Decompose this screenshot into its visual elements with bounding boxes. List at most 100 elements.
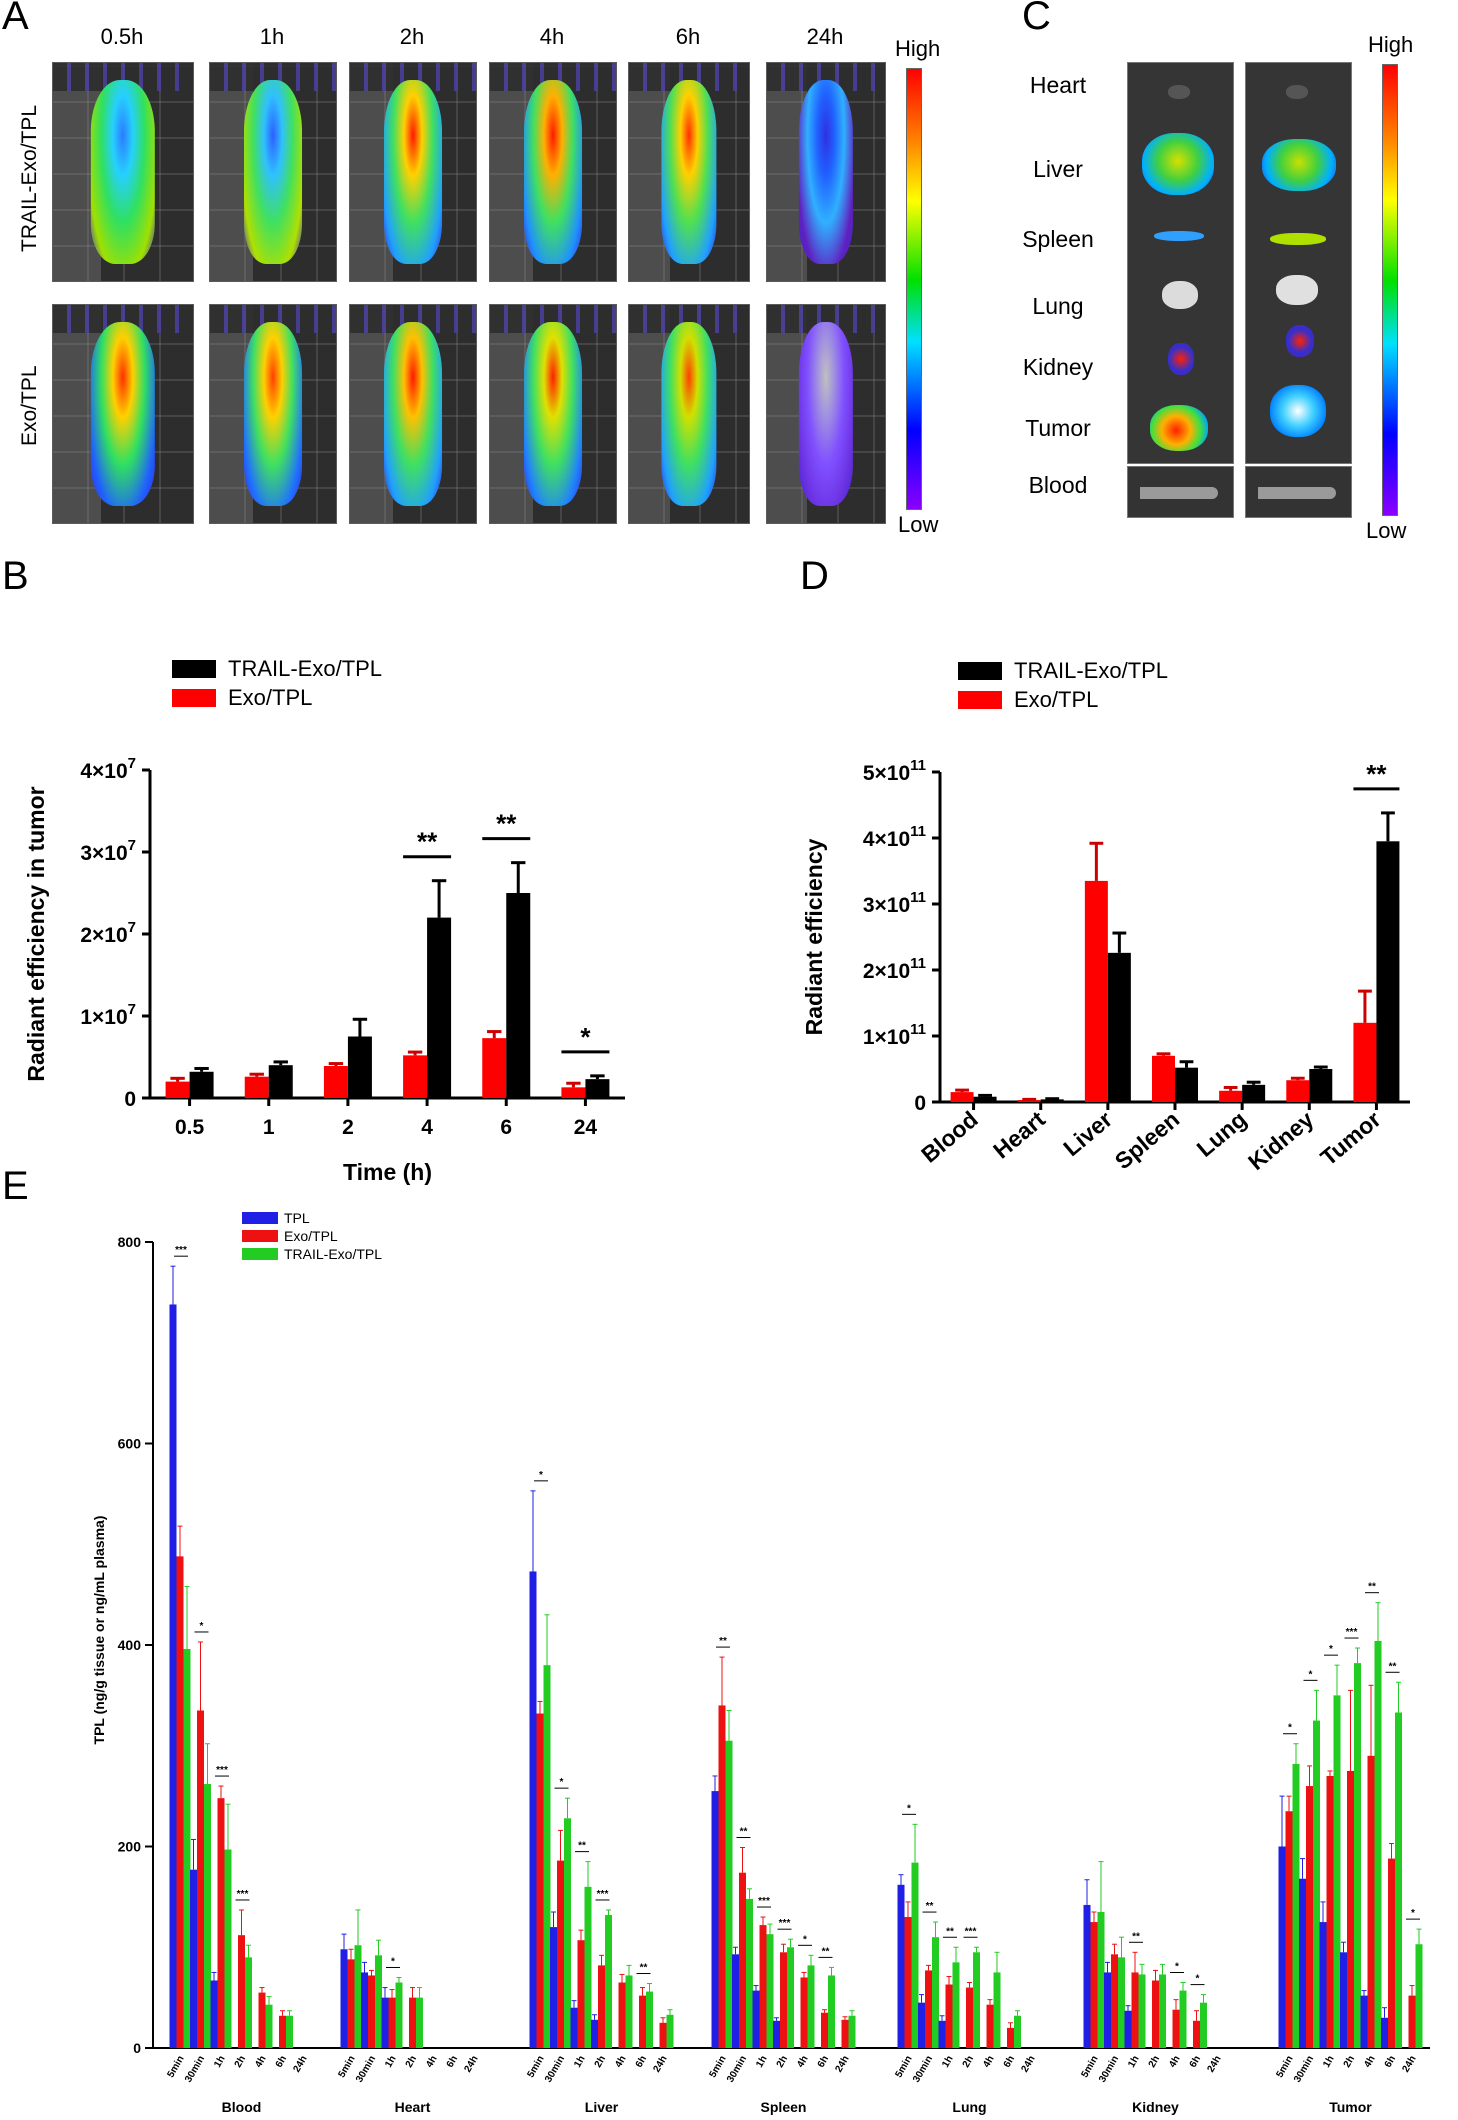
significance-label: ** xyxy=(719,1636,727,1647)
x-tick-label: 6h xyxy=(1188,2054,1203,2070)
significance-label: ** xyxy=(1366,759,1387,789)
significance-label: * xyxy=(1288,1723,1292,1734)
y-tick-label: 3×107 xyxy=(80,837,136,865)
bar xyxy=(1367,1755,1375,2048)
y-tick-label: 1×107 xyxy=(80,1001,136,1029)
bar xyxy=(1090,1922,1098,2048)
x-tick-label: 4h xyxy=(795,2054,810,2070)
mouse-signal xyxy=(524,322,582,506)
x-tick-label: 2h xyxy=(233,2054,248,2070)
significance-label: *** xyxy=(779,1918,791,1929)
organ-lung xyxy=(1276,275,1318,305)
significance-label: ** xyxy=(640,1963,648,1974)
mouse-signal xyxy=(90,80,156,264)
mouse-image-exo xyxy=(766,304,886,524)
x-tick-label: 1h xyxy=(572,2054,587,2070)
x-tick-label: 6h xyxy=(1383,2054,1398,2070)
panel-b-letter: B xyxy=(2,554,29,598)
x-tick-label: 30min xyxy=(911,2054,935,2085)
organ-label-kidney: Kidney xyxy=(1022,354,1094,380)
mouse-image-trail-exo xyxy=(349,62,477,282)
bar xyxy=(752,1990,760,2048)
x-tick-label: 4h xyxy=(1362,2054,1377,2070)
legend-label: TRAIL-Exo/TPL xyxy=(228,656,382,681)
bar xyxy=(659,2022,667,2048)
significance-label: ** xyxy=(926,1901,934,1912)
bar xyxy=(536,1713,544,2048)
bar xyxy=(1014,2015,1021,2048)
bar xyxy=(416,1997,423,2048)
organ-lung xyxy=(1162,281,1198,309)
mouse-image-trail-exo xyxy=(52,62,194,282)
significance-label: ** xyxy=(1389,1661,1397,1672)
x-tick-label: 4h xyxy=(981,2054,996,2070)
x-tick-label: 0.5 xyxy=(175,1116,205,1139)
x-tick-label: 30min xyxy=(1292,2054,1316,2085)
bar xyxy=(1278,1846,1286,2048)
x-tick-label: 24h xyxy=(1205,2054,1223,2074)
bar xyxy=(1017,1100,1041,1102)
bar xyxy=(1242,1084,1266,1102)
chart-d: 0 1×1011 2×1011 3×1011 4×1011 5×1011 Radiant e… xyxy=(801,658,1410,1175)
chart-e: 0 200 400 600 800 TPL (ng/g tissue or ng/mL p… xyxy=(91,1210,1430,2115)
x-tick-label: 4h xyxy=(1167,2054,1182,2070)
group-label: Tumor xyxy=(1329,2099,1372,2115)
bar xyxy=(1388,1858,1395,2048)
bar xyxy=(1347,1770,1354,2048)
organ-liver xyxy=(1262,139,1336,191)
mouse-image-trail-exo xyxy=(628,62,750,282)
x-tick-label: 2h xyxy=(593,2054,608,2070)
significance-label: * xyxy=(1196,1974,1200,1985)
x-tick-label: 30min xyxy=(543,2054,567,2085)
x-tick-label: 5min xyxy=(336,2054,357,2080)
bar xyxy=(800,1977,808,2048)
panel-a-colorbar xyxy=(906,68,922,510)
blood-tube-trail-exo xyxy=(1127,466,1234,518)
panel-a-colorbar-high: High xyxy=(895,36,941,61)
bar xyxy=(268,1065,293,1098)
bar xyxy=(718,1705,726,2048)
x-tick-label: 24h xyxy=(1019,2054,1037,2074)
significance-label: * xyxy=(1411,1908,1415,1919)
y-axis-title: TPL (ng/g tissue or ng/mL plasma) xyxy=(91,1516,107,1745)
organ-label-spleen: Spleen xyxy=(1022,226,1094,252)
group-label: Liver xyxy=(585,2099,619,2115)
bar xyxy=(197,1710,204,2048)
x-tick-label: 24 xyxy=(574,1116,598,1139)
mouse-signal xyxy=(661,80,717,264)
x-tick-label: 5min xyxy=(893,2054,914,2080)
bar xyxy=(1309,1069,1333,1102)
bar xyxy=(1107,952,1131,1102)
time-label: 1h xyxy=(259,24,285,49)
bar xyxy=(938,2020,946,2048)
bar xyxy=(828,1975,835,2048)
bar xyxy=(1040,1099,1064,1102)
significance-label: *** xyxy=(758,1896,770,1907)
bar xyxy=(1175,1067,1198,1102)
organ-label-blood: Blood xyxy=(1028,472,1088,498)
bar xyxy=(780,1952,787,2048)
bar xyxy=(841,2019,849,2048)
x-tick-label: 2 xyxy=(342,1116,354,1139)
bar xyxy=(354,1945,362,2048)
x-tick-label: 6h xyxy=(816,2054,831,2070)
time-label: 24h xyxy=(806,24,844,49)
bar xyxy=(711,1791,719,2048)
bar xyxy=(1193,2020,1200,2048)
bar xyxy=(1333,1695,1341,2048)
x-tick-label: 30min xyxy=(354,2054,378,2085)
row-label-exo-tpl: Exo/TPL xyxy=(18,365,41,446)
y-tick-label: 0 xyxy=(914,1092,926,1115)
x-tick-label: 1h xyxy=(1321,2054,1336,2070)
bar xyxy=(725,1740,733,2048)
organ-heart xyxy=(1168,85,1190,99)
y-tick-label: 800 xyxy=(118,1234,142,1250)
bar xyxy=(1219,1090,1243,1102)
bar xyxy=(1084,880,1108,1102)
bar xyxy=(361,1972,368,2048)
mouse-image-exo xyxy=(349,304,477,524)
mouse-image-trail-exo xyxy=(489,62,617,282)
bar xyxy=(1138,1974,1146,2048)
bar xyxy=(1159,1974,1166,2048)
significance-label: * xyxy=(1309,1669,1313,1680)
